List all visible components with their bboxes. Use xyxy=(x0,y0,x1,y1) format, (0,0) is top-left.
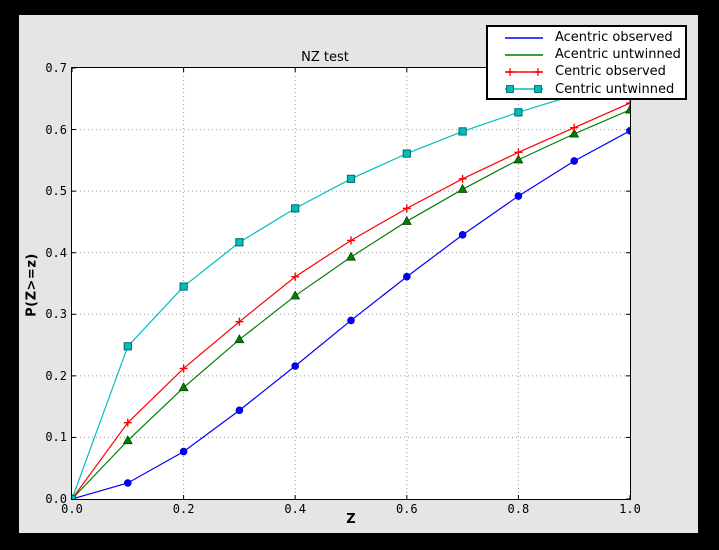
plot-area xyxy=(71,67,631,500)
figure-canvas: NZ test P(Z>=z) Z 0.0 0.2 0.4 0.6 0.8 1.0 0.0 0… xyxy=(19,15,698,533)
chart-title: NZ test xyxy=(301,50,349,65)
legend-entry: Centric untwinned xyxy=(488,81,685,98)
legend-sample-line xyxy=(505,68,543,76)
y-tick-label: 0.2 xyxy=(45,368,67,383)
y-tick-label: 0.5 xyxy=(45,184,67,199)
x-tick-label: 0.2 xyxy=(172,502,195,516)
legend: Acentric observed Acentric untwinned Centr… xyxy=(486,25,687,100)
x-tick-label: 0.6 xyxy=(395,502,418,516)
legend-sample-line xyxy=(505,36,543,39)
legend-label: Acentric observed xyxy=(555,30,673,46)
x-tick-label: 0.4 xyxy=(284,502,307,516)
y-tick-label: 0.0 xyxy=(45,492,67,506)
legend-label: Acentric untwinned xyxy=(555,47,681,63)
legend-entry: Centric observed xyxy=(488,63,685,80)
legend-sample-line xyxy=(505,85,543,94)
x-tick-label: 0.0 xyxy=(61,502,83,516)
legend-label: Centric observed xyxy=(555,64,666,80)
legend-entry: Acentric observed xyxy=(488,29,685,46)
chart-canvas xyxy=(72,68,630,499)
legend-sample-line xyxy=(505,54,543,56)
legend-entry: Acentric untwinned xyxy=(488,46,685,63)
legend-label: Centric untwinned xyxy=(555,81,675,97)
y-tick-label: 0.3 xyxy=(45,307,67,322)
y-tick-label: 0.1 xyxy=(45,430,67,445)
y-tick-label: 0.7 xyxy=(45,61,67,75)
x-tick-label: 0.8 xyxy=(507,502,530,516)
x-tick-label: 1.0 xyxy=(619,502,641,516)
x-axis-label: Z xyxy=(346,512,356,527)
y-tick-label: 0.6 xyxy=(45,122,67,137)
y-tick-label: 0.4 xyxy=(45,245,67,260)
